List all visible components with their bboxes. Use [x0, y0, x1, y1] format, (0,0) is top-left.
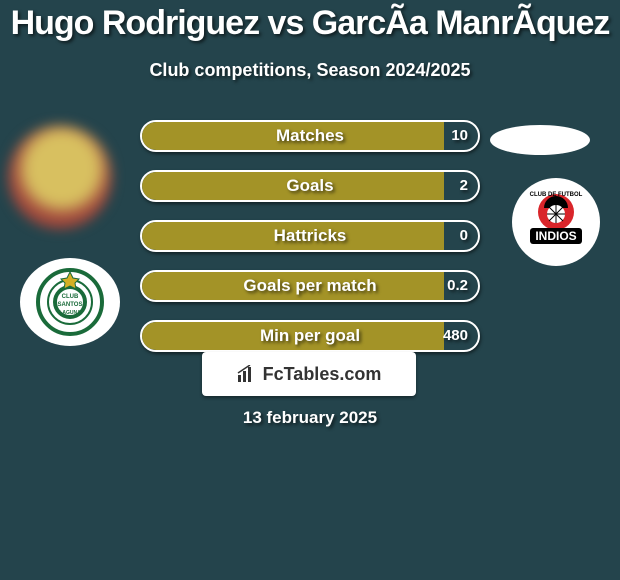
stat-bar-label: Min per goal [142, 322, 478, 350]
stat-bar: Goals2 [140, 170, 480, 202]
stat-bar: Matches10 [140, 120, 480, 152]
site-tag[interactable]: FcTables.com [202, 352, 416, 396]
page-title: Hugo Rodriguez vs GarcÃ­a ManrÃ­quez [0, 4, 620, 43]
stat-bar-right-value: 2 [460, 172, 468, 200]
right-player-avatar [490, 125, 590, 155]
stat-bar-right-value: 10 [451, 122, 468, 150]
svg-text:CLUB DE FUTBOL: CLUB DE FUTBOL [530, 192, 583, 198]
stat-bar-right-value: 480 [443, 322, 468, 350]
stat-bar: Hattricks0 [140, 220, 480, 252]
stat-bar-label: Goals [142, 172, 478, 200]
stat-bar-label: Hattricks [142, 222, 478, 250]
comparison-card: Hugo Rodriguez vs GarcÃ­a ManrÃ­quez Clu… [0, 0, 620, 580]
santos-laguna-icon: CLUB SANTOS LAGUNA [20, 258, 120, 346]
stat-bar-right-value: 0.2 [447, 272, 468, 300]
svg-text:CLUB: CLUB [62, 294, 79, 300]
stat-bar-right-value: 0 [460, 222, 468, 250]
svg-text:SANTOS: SANTOS [58, 302, 83, 308]
stat-bar-label: Goals per match [142, 272, 478, 300]
site-tag-text: FcTables.com [263, 364, 382, 384]
stat-bar: Goals per match0.2 [140, 270, 480, 302]
stat-bar: Min per goal480 [140, 320, 480, 352]
indios-icon: CLUB DE FUTBOL INDIOS [512, 178, 600, 266]
right-club-text: INDIOS [535, 229, 576, 243]
bar-chart-icon [237, 365, 257, 383]
svg-text:LAGUNA: LAGUNA [59, 310, 81, 316]
stat-bars: Matches10 Goals2 Hattricks0 Goals per match… [140, 120, 480, 370]
page-subtitle: Club competitions, Season 2024/2025 [0, 60, 620, 81]
stat-bar-label: Matches [142, 122, 478, 150]
left-player-avatar-ring [8, 125, 112, 229]
left-club-badge: CLUB SANTOS LAGUNA [20, 258, 120, 346]
footer-date: 13 february 2025 [0, 408, 620, 428]
right-club-badge: CLUB DE FUTBOL INDIOS [512, 178, 600, 266]
